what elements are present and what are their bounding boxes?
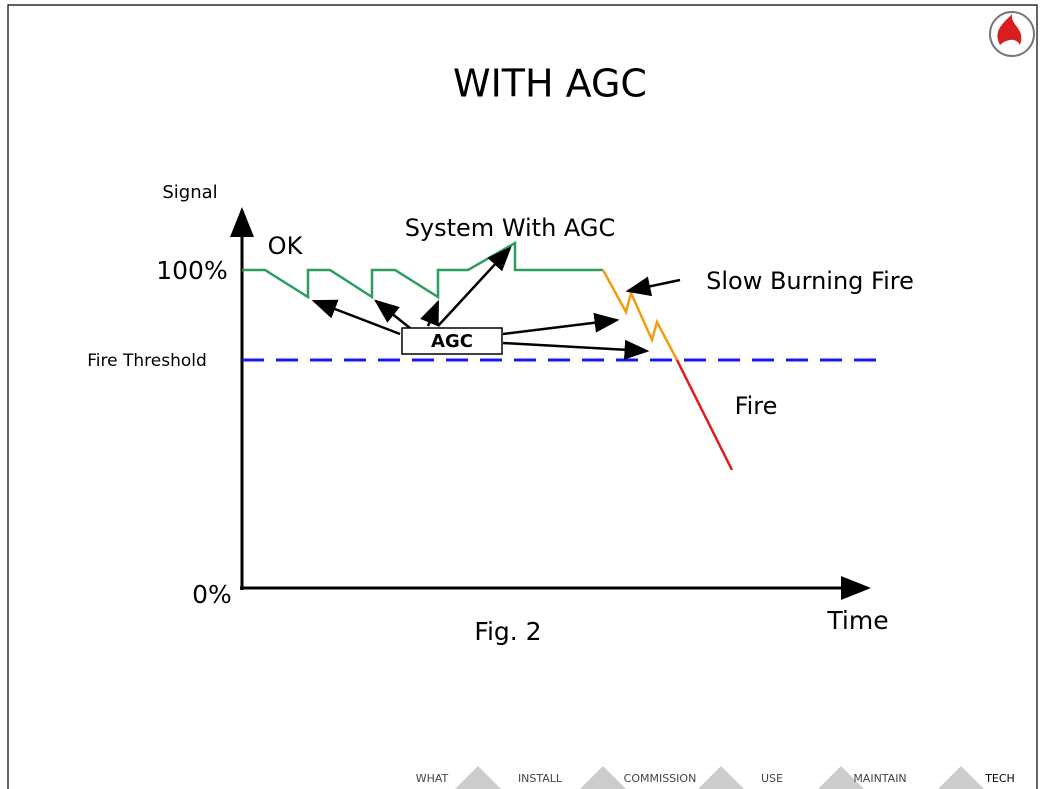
nav-item[interactable]: MAINTAIN [853, 772, 906, 785]
top-label: 100% [156, 256, 227, 285]
title: WITH AGC [453, 62, 647, 106]
bottom-label: 0% [192, 580, 232, 609]
nav-bar: WHAT INSTALL COMMISSION USE MAINTAIN TEC… [416, 766, 1015, 789]
caption: Fig. 2 [474, 617, 541, 646]
agc-arrows [311, 246, 681, 360]
signal-fire [675, 359, 734, 471]
agc-box [401, 327, 503, 355]
x-label: Time [826, 606, 888, 635]
nav-item[interactable]: COMMISSION [624, 772, 697, 785]
y-label: Signal [162, 182, 217, 203]
logo [989, 11, 1035, 57]
nav-item[interactable]: WHAT [416, 772, 449, 785]
threshold-label: Fire Threshold [87, 351, 207, 371]
slow-label: Slow Burning Fire [706, 267, 914, 295]
nav-item[interactable]: INSTALL [518, 772, 563, 785]
agc-label: AGC [431, 331, 473, 352]
signal-slow [601, 269, 679, 361]
slide-border [7, 4, 1038, 789]
nav-item[interactable]: USE [761, 772, 783, 785]
axes [230, 207, 871, 600]
nav-item-active[interactable]: TECH [984, 772, 1015, 785]
fire-label: Fire [735, 392, 778, 420]
ok-label: OK [268, 232, 304, 260]
system-label: System With AGC [405, 214, 616, 242]
